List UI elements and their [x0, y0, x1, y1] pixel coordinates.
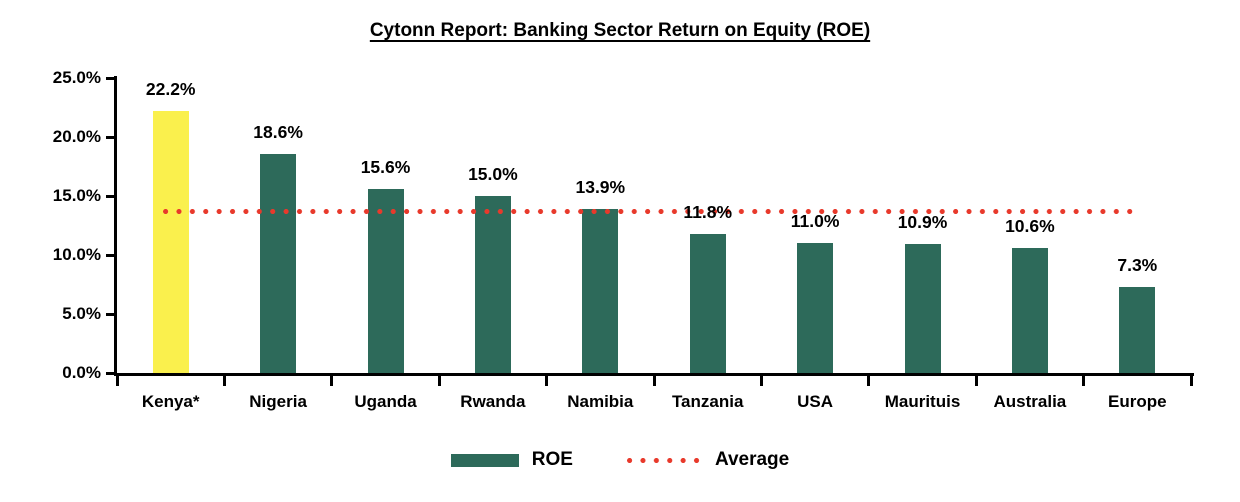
- data-label-tanzania: 11.8%: [683, 201, 733, 222]
- y-axis-line: [114, 76, 117, 376]
- x-axis-tick: [974, 373, 978, 386]
- bar-rwanda: [474, 196, 511, 373]
- bar-maurituis: [904, 244, 941, 373]
- y-axis-tick: [106, 313, 114, 316]
- bar-uganda: [367, 188, 404, 373]
- x-axis-tick: [437, 373, 441, 386]
- bar-usa: [797, 243, 834, 373]
- x-axis-label-maurituis: Maurituis: [884, 392, 961, 411]
- bar-kenya: [152, 111, 189, 373]
- y-axis-tick-label: 25.0%: [52, 68, 101, 87]
- bar-tanzania: [689, 233, 726, 373]
- data-label-australia: 10.6%: [1005, 215, 1055, 236]
- x-axis-tick: [1189, 373, 1193, 386]
- data-label-nigeria: 18.6%: [253, 121, 303, 142]
- x-axis-tick: [652, 373, 656, 386]
- x-axis-label-usa: USA: [797, 392, 834, 411]
- y-axis-tick-label: 5.0%: [62, 304, 101, 323]
- chart-title-text: Cytonn Report: Banking Sector Return on …: [369, 20, 871, 41]
- data-label-usa: 11.0%: [790, 211, 840, 232]
- bar-australia: [1011, 247, 1048, 373]
- x-axis-label-nigeria: Nigeria: [249, 392, 307, 411]
- data-label-namibia: 13.9%: [575, 176, 626, 197]
- legend-roe-label: ROE: [531, 449, 573, 470]
- y-axis-tick: [106, 77, 114, 80]
- y-axis-tick-label: 10.0%: [52, 245, 101, 264]
- legend: ROE Average: [0, 449, 1240, 471]
- x-axis-label-uganda: Uganda: [354, 392, 417, 411]
- y-axis-tick-label: 0.0%: [62, 363, 101, 382]
- bar-nigeria: [260, 153, 297, 373]
- x-axis-label-europe: Europe: [1108, 392, 1167, 411]
- bar-namibia: [582, 208, 619, 373]
- y-axis-tick: [106, 372, 114, 375]
- x-axis-tick: [1082, 373, 1086, 386]
- average-line: [162, 208, 1136, 214]
- x-axis-tick: [759, 373, 763, 386]
- x-axis-tick: [222, 373, 226, 386]
- x-axis-label-australia: Australia: [993, 392, 1067, 411]
- bar-europe: [1119, 286, 1156, 373]
- y-axis-tick-label: 20.0%: [52, 127, 101, 146]
- data-label-rwanda: 15.0%: [468, 164, 518, 184]
- x-axis-label-rwanda: Rwanda: [460, 392, 526, 411]
- legend-roe-swatch: [450, 453, 519, 467]
- data-label-uganda: 15.6%: [360, 156, 411, 177]
- data-label-europe: 7.3%: [1117, 254, 1158, 275]
- x-axis-label-kenya: Kenya*: [141, 392, 200, 411]
- x-axis-tick: [545, 373, 549, 386]
- chart-title: Cytonn Report: Banking Sector Return on …: [0, 20, 1240, 42]
- x-axis-label-namibia: Namibia: [567, 392, 634, 411]
- data-label-maurituis: 10.9%: [897, 212, 948, 233]
- x-axis-tick: [115, 373, 119, 386]
- y-axis-tick-label: 15.0%: [52, 186, 101, 205]
- y-axis-tick: [106, 254, 114, 257]
- legend-average-dotted-line: [626, 457, 702, 463]
- y-axis-tick: [106, 195, 114, 198]
- x-axis-label-tanzania: Tanzania: [671, 392, 744, 411]
- y-axis-tick: [106, 136, 114, 139]
- legend-average-label: Average: [714, 449, 790, 470]
- x-axis-tick: [867, 373, 871, 386]
- data-label-kenya: 22.2%: [145, 79, 196, 100]
- x-axis-tick: [330, 373, 334, 386]
- legend-spacer: [586, 460, 614, 461]
